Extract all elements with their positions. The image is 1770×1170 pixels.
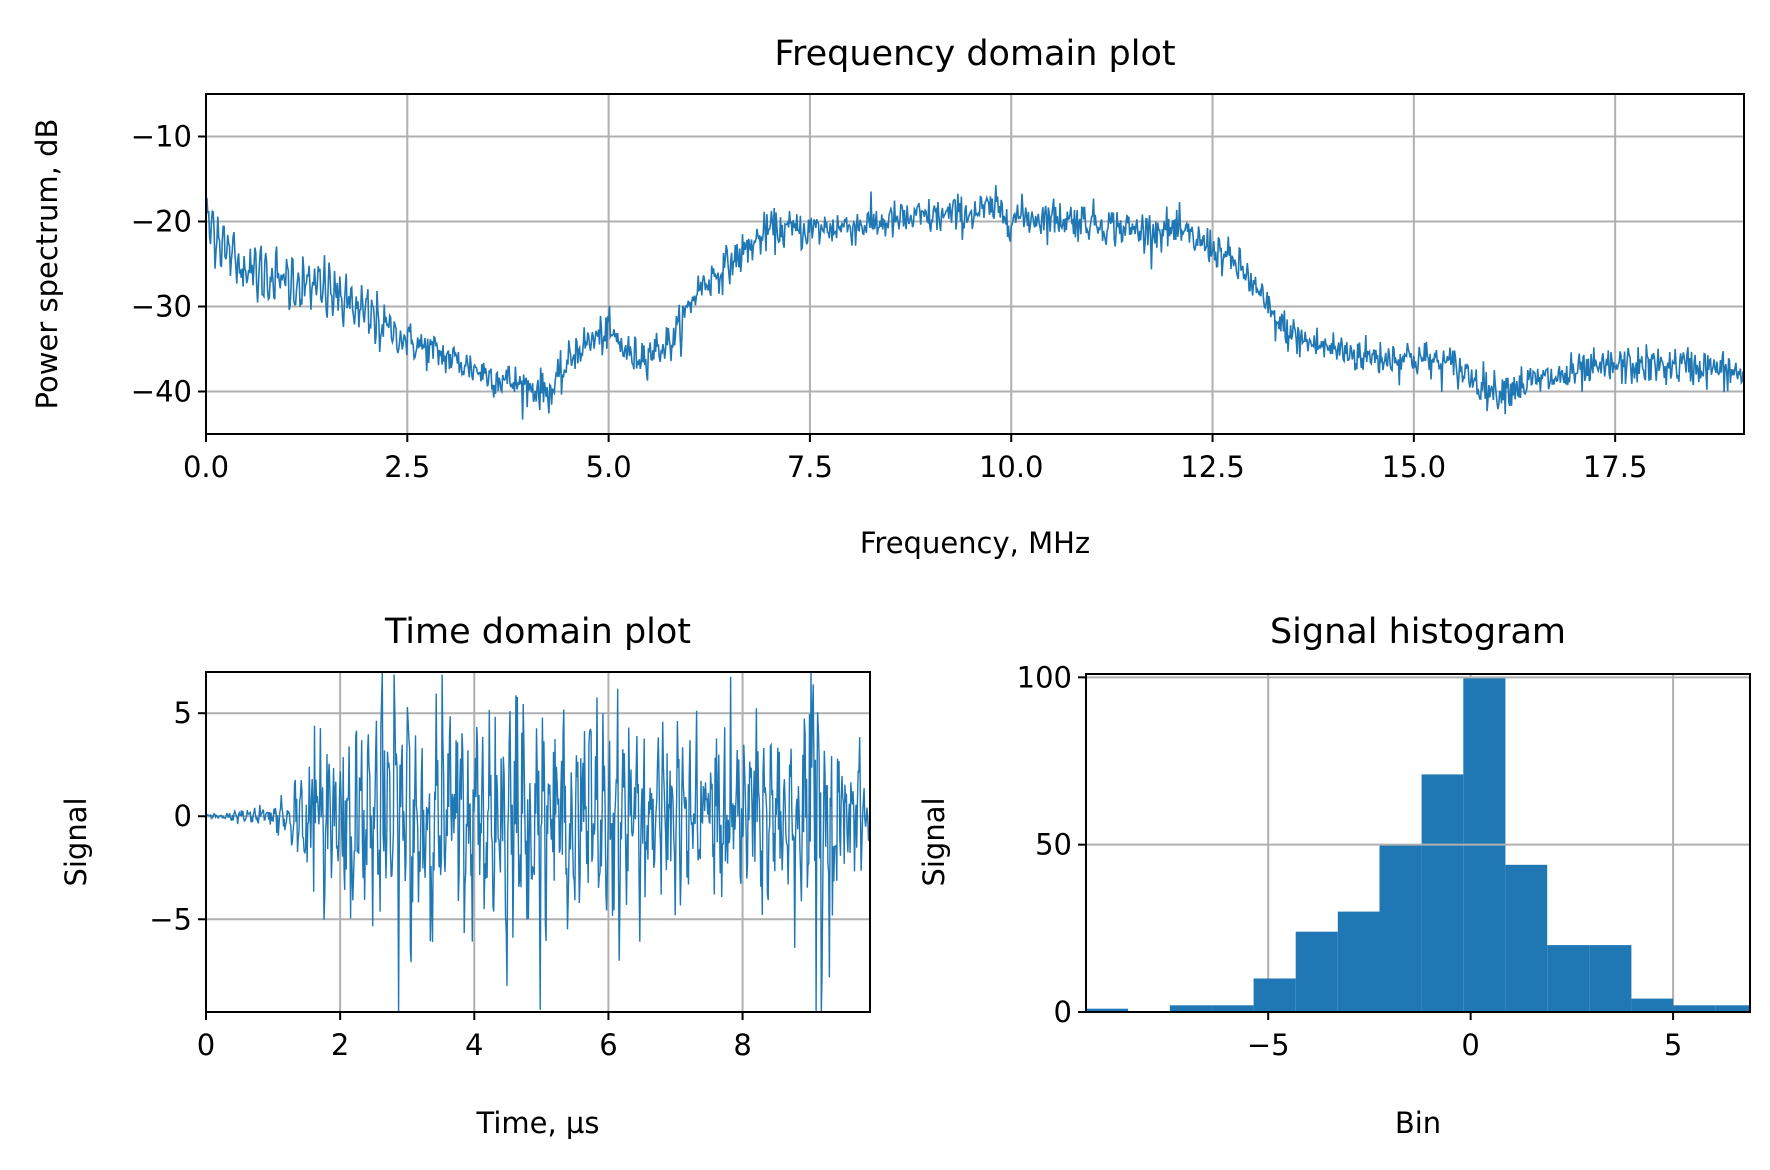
time-ticks: 0 2 4 6 8 5 0 −5: [149, 696, 752, 1062]
histogram-bars: [1086, 677, 1750, 1012]
time-xtick-label: 0: [197, 1028, 215, 1062]
histogram-xtick-label: −5: [1247, 1028, 1290, 1062]
frequency-title: Frequency domain plot: [774, 34, 1175, 74]
frequency-axes-frame: [205, 93, 1745, 435]
time-ylabel: Signal: [59, 797, 93, 886]
histogram-ytick-label: 0: [1054, 995, 1072, 1029]
frequency-xtick-label: 0.0: [183, 450, 229, 484]
time-axes: 0 2 4 6 8 5 0 −5 Time domain plot Time, µs Sign…: [59, 612, 871, 1140]
time-xlabel: Time, µs: [476, 1106, 600, 1140]
histogram-bar: [1253, 978, 1296, 1012]
time-ytick-label: 5: [174, 696, 192, 730]
frequency-xtick-label: 12.5: [1180, 450, 1245, 484]
histogram-bar: [1211, 1005, 1254, 1012]
histogram-bar: [1547, 945, 1590, 1012]
histogram-bar: [1295, 931, 1338, 1012]
frequency-xtick-label: 10.0: [979, 450, 1044, 484]
time-series-line: [205, 671, 871, 1013]
time-ytick-label: −5: [149, 902, 192, 936]
histogram-axes-frame: [1085, 673, 1751, 1013]
frequency-xtick-label: 5.0: [586, 450, 632, 484]
histogram-bar: [1589, 945, 1632, 1012]
frequency-xtick-label: 15.0: [1382, 450, 1447, 484]
frequency-ytick-label: −40: [131, 375, 192, 409]
frequency-axes: 0.0 2.5 5.0 7.5 10.0 12.5 15.0 17.5 −10 −20 −30 −40…: [30, 34, 1745, 560]
histogram-bar: [1379, 844, 1422, 1012]
time-xtick-label: 2: [331, 1028, 349, 1062]
frequency-ylabel: Power spectrum, dB: [30, 119, 64, 410]
histogram-bar: [1673, 1005, 1716, 1012]
frequency-ytick-label: −30: [131, 290, 192, 324]
frequency-ytick-label: −20: [131, 205, 192, 239]
time-title: Time domain plot: [384, 612, 691, 652]
histogram-xtick-label: 5: [1664, 1028, 1682, 1062]
histogram-bar: [1169, 1005, 1212, 1012]
frequency-xlabel: Frequency, MHz: [860, 526, 1090, 560]
histogram-xtick-label: 0: [1461, 1028, 1479, 1062]
frequency-grid: [205, 94, 1744, 434]
histogram-bar: [1631, 998, 1674, 1012]
time-xtick-label: 6: [599, 1028, 617, 1062]
histogram-ytick-label: 100: [1017, 660, 1072, 694]
frequency-xtick-label: 17.5: [1583, 450, 1648, 484]
time-ytick-label: 0: [174, 799, 192, 833]
time-xtick-label: 4: [465, 1028, 483, 1062]
histogram-ytick-label: 50: [1035, 828, 1072, 862]
frequency-ticks: 0.0 2.5 5.0 7.5 10.0 12.5 15.0 17.5 −10 −20 −30 −40: [131, 120, 1648, 485]
time-xtick-label: 8: [733, 1028, 751, 1062]
frequency-series-line: [205, 185, 1745, 420]
frequency-ytick-label: −10: [131, 120, 192, 154]
histogram-bar: [1086, 1008, 1129, 1012]
histogram-title: Signal histogram: [1270, 612, 1566, 652]
histogram-ylabel: Signal: [917, 797, 951, 886]
histogram-bar: [1421, 774, 1464, 1012]
frequency-xtick-label: 7.5: [787, 450, 833, 484]
frequency-xtick-label: 2.5: [384, 450, 430, 484]
histogram-bar: [1715, 1005, 1750, 1012]
histogram-bar: [1505, 864, 1548, 1012]
histogram-xlabel: Bin: [1395, 1106, 1441, 1140]
histogram-bar: [1337, 911, 1380, 1012]
time-axes-frame: [205, 671, 871, 1013]
